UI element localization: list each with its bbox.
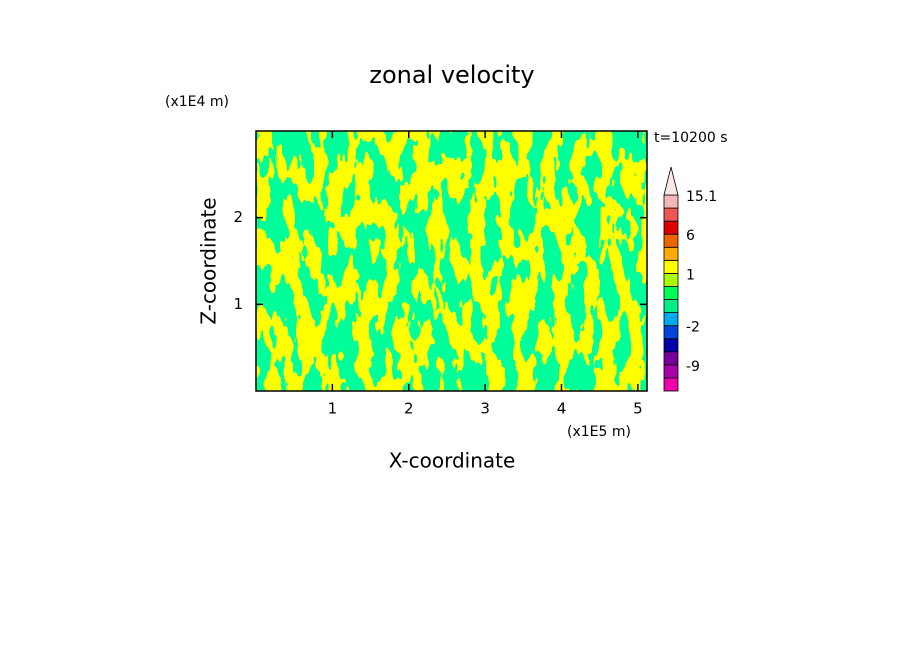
colorbar-extension	[663, 166, 679, 196]
colorbar-band	[663, 325, 679, 340]
y-unit: (x1E4 m)	[165, 94, 229, 110]
colorbar-label: 6	[686, 228, 695, 244]
colorbar-band	[663, 272, 679, 287]
colorbar-label: -2	[686, 320, 700, 336]
colorbar-label: -9	[686, 359, 700, 375]
colorbar-band	[663, 207, 679, 222]
x-tick-label: 3	[480, 400, 490, 418]
chart-title: zonal velocity	[369, 61, 534, 89]
colorbar-band	[663, 233, 679, 248]
colorbar-band	[663, 312, 679, 327]
x-axis-label: X-coordinate	[389, 449, 516, 473]
colorbar-band	[663, 299, 679, 313]
annotation: t=10200 s	[654, 130, 728, 146]
x-tick-label: 2	[404, 400, 414, 418]
y-tick-label: 1	[233, 295, 243, 313]
colorbar-label: 15.1	[686, 189, 717, 205]
y-tick-label: 2	[233, 208, 243, 226]
plot-frame	[255, 130, 648, 392]
x-tick-label: 4	[557, 400, 567, 418]
x-tick-label: 1	[328, 400, 338, 418]
colorbar-band	[663, 377, 679, 392]
contour-field	[256, 131, 647, 391]
colorbar-band	[663, 338, 679, 353]
colorbar-band	[663, 351, 679, 366]
colorbar-label: 1	[686, 267, 695, 283]
y-axis-label: Z-coordinate	[197, 197, 221, 324]
colorbar-band	[663, 364, 679, 379]
x-unit: (x1E5 m)	[567, 424, 631, 440]
colorbar-band	[663, 286, 679, 300]
colorbar-band	[663, 259, 679, 274]
colorbar-band	[663, 246, 679, 261]
x-tick-label: 5	[633, 400, 643, 418]
colorbar-band	[663, 220, 679, 235]
colorbar-band	[663, 194, 679, 209]
